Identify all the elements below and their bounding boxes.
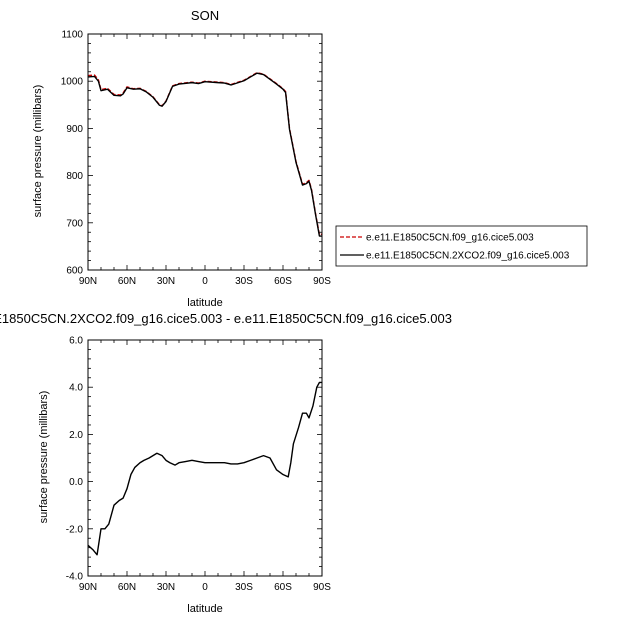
chart-title: e.e11.E1850C5CN.2XCO2.f09_g16.cice5.003 …	[0, 311, 452, 326]
y-tick-label: 600	[66, 266, 83, 277]
legend-label-series-1: e.e11.E1850C5CN.f09_g16.cice5.003	[366, 233, 534, 244]
x-axis-label: latitude	[187, 297, 222, 309]
legend-label-series-2: e.e11.E1850C5CN.2XCO2.f09_g16.cice5.003	[366, 251, 570, 262]
legend-box	[335, 225, 588, 267]
x-tick-label: 90N	[79, 276, 97, 287]
y-axis-label: surface pressure (millibars)	[38, 391, 50, 524]
x-tick-label: 30S	[235, 582, 253, 593]
y-tick-label: 6.0	[69, 336, 83, 347]
chart-panel-top: SON latitude surface pressure (millibars…	[32, 8, 588, 309]
y-tick-label: 800	[66, 171, 83, 182]
y-tick-label: 1000	[61, 77, 84, 88]
x-tick-label: 60S	[274, 582, 292, 593]
y-tick-label: 1100	[61, 30, 83, 41]
y-tick-label: 2.0	[69, 430, 83, 441]
plot-frame	[87, 339, 323, 577]
x-tick-label: 90N	[79, 582, 97, 593]
series-line-1	[87, 71, 323, 236]
x-tick-label: 90S	[313, 276, 331, 287]
plot-area: 90N 60N 30N 0 30S 60S 90S -4.0 -2.0 0.0 2.0 4.0 6.0	[66, 336, 331, 594]
x-tick-label: 0	[202, 582, 208, 593]
x-tick-label: 30N	[157, 582, 175, 593]
x-tick-label: 60N	[118, 582, 136, 593]
y-tick-label: 900	[66, 124, 83, 135]
y-tick-label: 0.0	[69, 477, 83, 488]
y-axis-label: surface pressure (millibars)	[32, 85, 44, 218]
series-line-1	[87, 381, 322, 556]
y-tick-label: 4.0	[69, 383, 83, 394]
y-tick-label: 700	[66, 218, 83, 229]
legend: e.e11.E1850C5CN.f09_g16.cice5.003 e.e11.…	[335, 225, 588, 267]
x-axis-label: latitude	[187, 603, 222, 615]
plot-frame	[87, 33, 323, 271]
chart-title: SON	[191, 8, 219, 23]
x-tick-label: 30N	[157, 276, 175, 287]
x-tick-label: 0	[202, 276, 208, 287]
x-tick-label: 60S	[274, 276, 292, 287]
y-tick-label: -4.0	[66, 572, 84, 583]
series-line-2	[87, 72, 322, 237]
y-tick-label: -2.0	[66, 524, 84, 535]
chart-panel-bottom: e.e11.E1850C5CN.2XCO2.f09_g16.cice5.003 …	[0, 311, 452, 615]
x-tick-label: 90S	[313, 582, 331, 593]
plot-area: 90N 60N 30N 0 30S 60S 90S 600 700 800 900 1000 1100	[61, 30, 331, 288]
x-tick-label: 60N	[118, 276, 136, 287]
x-tick-label: 30S	[235, 276, 253, 287]
